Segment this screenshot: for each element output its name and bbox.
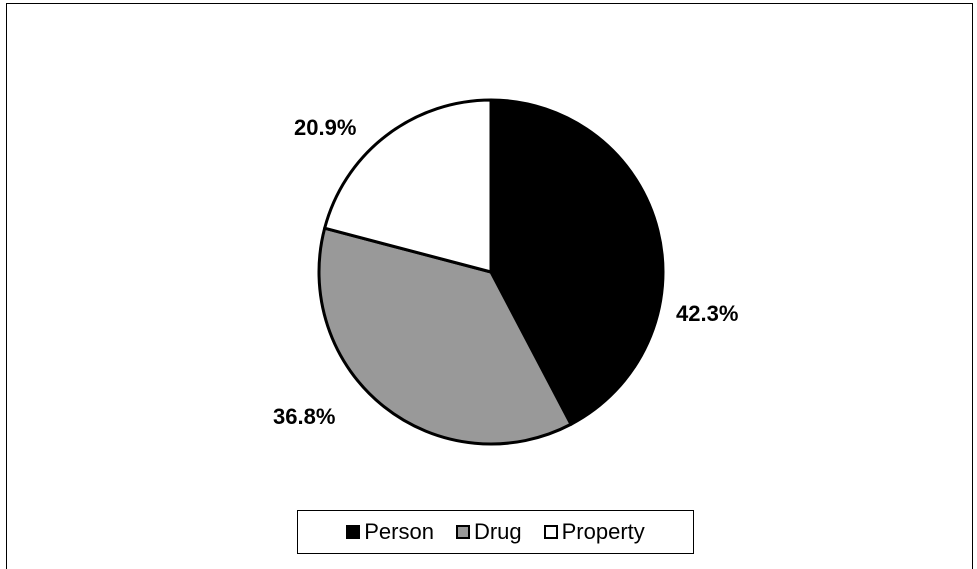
- legend-item-person: Person: [346, 519, 434, 545]
- data-label-person: 42.3%: [676, 301, 738, 326]
- legend-item-property: Property: [543, 519, 645, 545]
- legend: Person Drug Property: [297, 510, 694, 554]
- chart-area: [6, 3, 973, 569]
- legend-swatch-property: [543, 525, 558, 539]
- legend-item-drug: Drug: [455, 519, 522, 545]
- pie-slice-drug: [317, 226, 573, 446]
- data-label-property: 20.9%: [294, 115, 356, 140]
- legend-label-drug: Drug: [473, 519, 522, 544]
- legend-label-person: Person: [364, 519, 434, 544]
- legend-label-property: Property: [561, 519, 645, 544]
- legend-swatch-person: [346, 525, 361, 539]
- pie-slice-property: [323, 98, 493, 274]
- data-label-drug: 36.8%: [273, 404, 335, 429]
- legend-swatch-drug: [455, 525, 470, 539]
- pie-slices: [317, 98, 665, 446]
- pie-slice-person: [489, 98, 665, 426]
